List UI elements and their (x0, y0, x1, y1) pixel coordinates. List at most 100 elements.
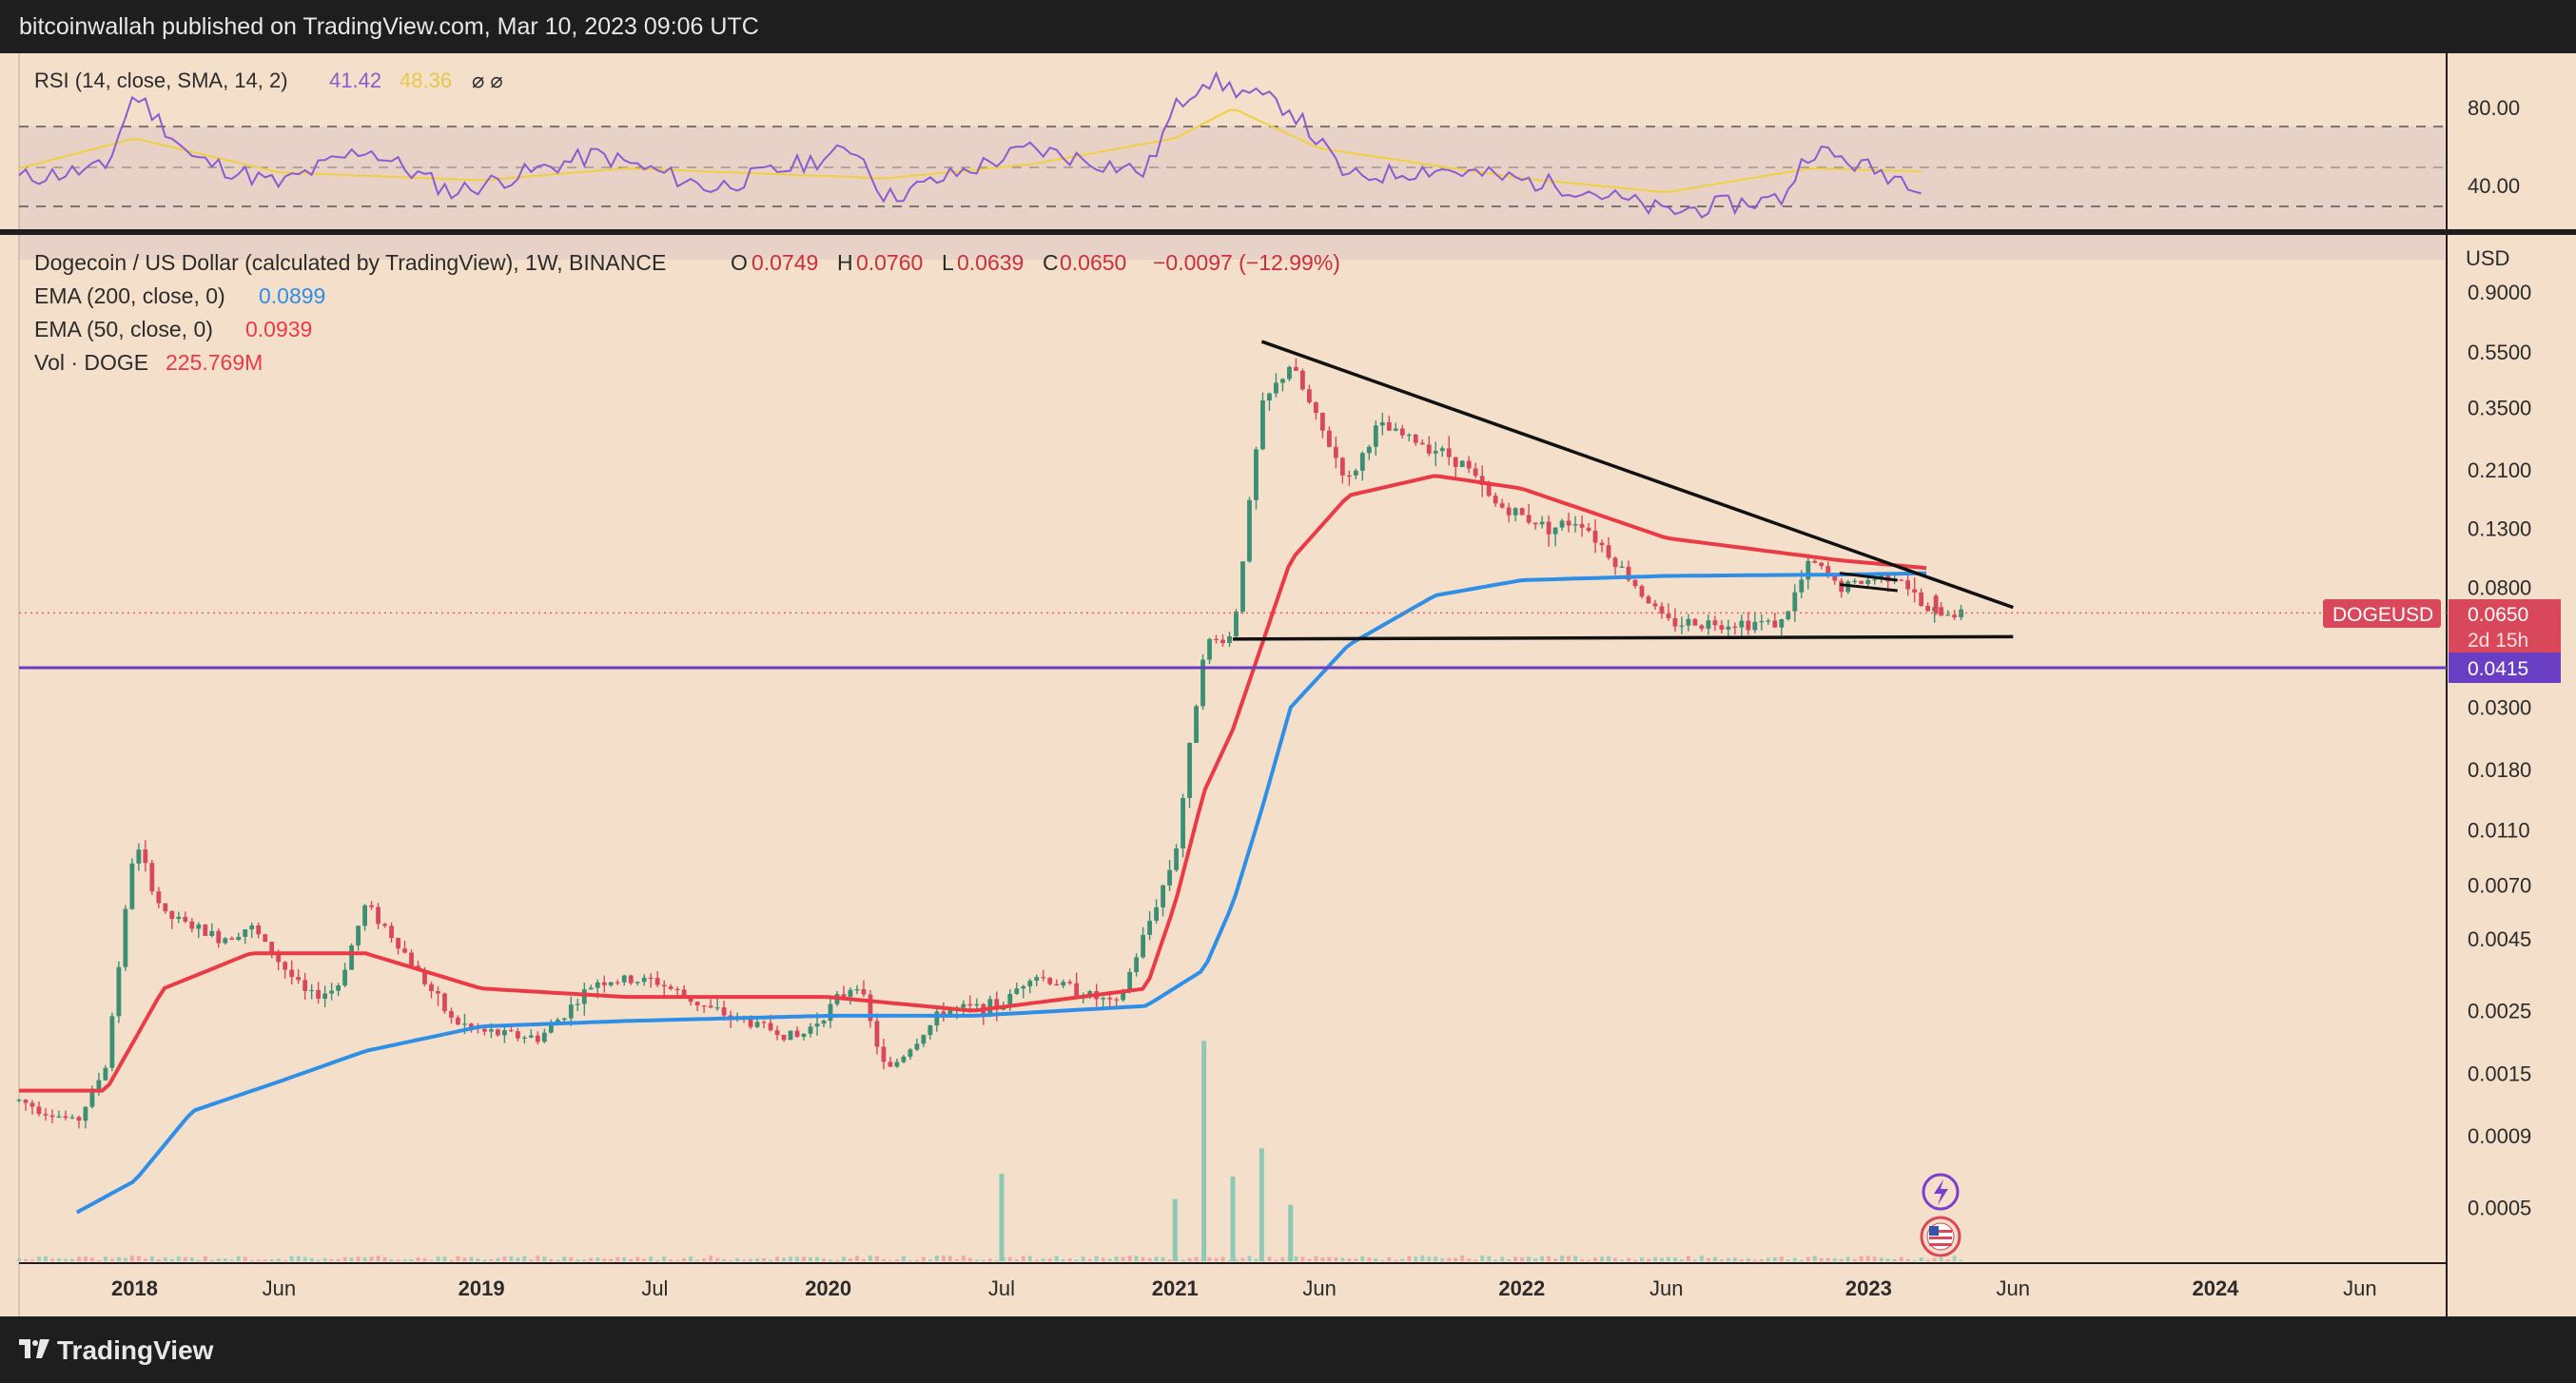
volume-bar (349, 1257, 354, 1261)
volume-bar (1540, 1256, 1545, 1261)
candle-body (1433, 451, 1438, 454)
volume-bar (469, 1256, 474, 1261)
volume-bar (1520, 1256, 1525, 1261)
volume-bar (1181, 1259, 1185, 1261)
us-flag-event-icon[interactable] (1920, 1216, 1961, 1257)
candle-body (316, 989, 322, 999)
candle-body (668, 986, 673, 989)
volume-bar (263, 1259, 267, 1261)
volume-bar (1307, 1258, 1312, 1261)
candle-body (56, 1116, 62, 1118)
chart-area[interactable]: RSI (14, close, SMA, 14, 2) 41.42 48.36 … (0, 53, 2576, 1316)
volume-bar (1939, 1257, 1943, 1261)
volume-bar (249, 1259, 254, 1261)
rsi-line (18, 70, 1922, 219)
volume-bar (1300, 1256, 1305, 1261)
levels (19, 612, 2447, 670)
candle-body (1652, 603, 1658, 607)
volume-bar (1580, 1259, 1585, 1261)
candle-body (714, 1007, 720, 1009)
candle-body (203, 925, 208, 936)
volume-bar (1367, 1257, 1372, 1261)
candle-body (1413, 434, 1418, 443)
candle-body (1612, 557, 1618, 568)
volume-bar (1374, 1258, 1378, 1261)
volume-legend-value: 225.769M (166, 350, 263, 375)
candle-body (1712, 620, 1718, 626)
volume-bar (509, 1256, 514, 1261)
chart-background (0, 53, 2576, 1316)
volume-bar (1460, 1256, 1465, 1261)
volume-bar (482, 1259, 487, 1261)
candle-body (927, 1025, 933, 1036)
ema200-line (75, 571, 1927, 1215)
candle-body (1559, 520, 1565, 528)
volume-bar (894, 1259, 899, 1261)
candle-body (109, 1016, 115, 1068)
volume-bar (1314, 1256, 1318, 1261)
candle-body (1154, 906, 1159, 922)
candle-body (674, 988, 680, 990)
volume-bar (223, 1258, 227, 1261)
volume-bar (1932, 1257, 1937, 1261)
candle-body (1114, 999, 1120, 1001)
volume-bar (83, 1256, 88, 1261)
candle-body (1406, 434, 1412, 437)
volume-bar (203, 1256, 207, 1261)
volume-bar (775, 1256, 780, 1261)
candle-body (688, 996, 693, 1003)
candle-body (701, 1005, 707, 1007)
volume-bar (921, 1256, 926, 1261)
candle-body (96, 1080, 102, 1089)
trendlines[interactable] (1232, 340, 2014, 641)
candle-body (449, 1011, 454, 1018)
lightning-event-icon[interactable] (1922, 1173, 1960, 1211)
volume-bar (1254, 1258, 1259, 1261)
volume-bar (1027, 1256, 1032, 1261)
volume-bar (63, 1258, 68, 1261)
volume-bar (1812, 1256, 1817, 1261)
candle-body (761, 1022, 767, 1023)
volume-bar (722, 1258, 727, 1261)
volume-bar (143, 1258, 147, 1261)
candle-body (848, 989, 853, 997)
candle-body (276, 954, 282, 963)
price-tick-label: 0.0045 (2468, 927, 2531, 951)
volume-bar (516, 1257, 520, 1261)
ema50-line (19, 474, 1927, 1093)
volume-bar (256, 1259, 261, 1261)
candle-body (1812, 560, 1818, 563)
volume-bar (1121, 1256, 1125, 1261)
price-tick-label: 0.0009 (2468, 1124, 2531, 1148)
candle-body (63, 1116, 68, 1119)
volume-bar (1746, 1258, 1750, 1261)
candle-body (342, 969, 347, 986)
volume-bar (529, 1259, 534, 1261)
volume-spike-bar (999, 1173, 1005, 1261)
volume-bar (449, 1259, 454, 1261)
volume-bar (815, 1256, 820, 1261)
candle-body (568, 1004, 574, 1019)
volume-bar (1587, 1259, 1591, 1261)
volume-bar (576, 1259, 580, 1261)
volume-bar (1154, 1256, 1159, 1261)
volume-bar (1639, 1257, 1644, 1261)
volume-bar (436, 1256, 440, 1261)
candle-body (881, 1046, 887, 1062)
volume-spike-bar (1172, 1198, 1178, 1261)
volume-bar (868, 1256, 872, 1261)
time-tick-label: Jul (988, 1276, 1015, 1300)
candle-body (329, 990, 335, 994)
ema50-legend-value: 0.0939 (245, 317, 312, 341)
candle-body (754, 1022, 760, 1027)
volume-bar (1147, 1257, 1152, 1261)
candle-body (123, 908, 128, 967)
volume-bar (1792, 1257, 1797, 1261)
candle-body (163, 903, 168, 912)
volume-bar (1434, 1256, 1438, 1261)
candle-body (961, 1003, 966, 1008)
volume-bar (854, 1256, 859, 1261)
candle-body (1373, 425, 1378, 447)
ohlc-o: 0.0749 (751, 250, 818, 275)
candle-body (1339, 458, 1345, 476)
